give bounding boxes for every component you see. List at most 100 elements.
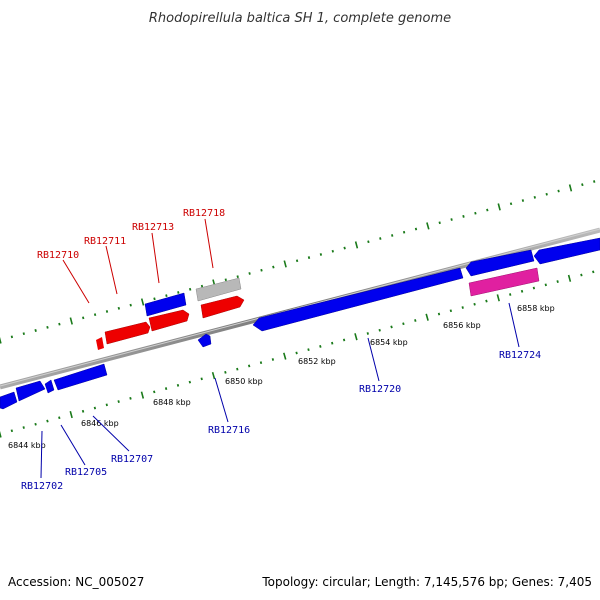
forward-track-minor-tick <box>343 246 346 250</box>
gene-label-rb12711[interactable]: RB12711 <box>84 236 126 247</box>
scale-track-major-tick <box>283 352 287 360</box>
scale-track-minor-tick <box>580 273 583 277</box>
gene-label-rb12716[interactable]: RB12716 <box>208 425 250 436</box>
gene-arrow-rb12716[interactable] <box>197 333 212 348</box>
gene-arrow-rb12718[interactable] <box>200 295 245 319</box>
reverse-callouts: RB12702 RB12705 RB12707 RB12716 RB12720 … <box>21 302 541 492</box>
callout-line-rb12705 <box>60 424 86 466</box>
forward-track-minor-tick <box>165 294 168 298</box>
forward-track-minor-tick <box>474 211 477 215</box>
gene-arrow-rb12702[interactable] <box>15 380 46 402</box>
callout-line-rb12710 <box>62 259 90 304</box>
gene-label-rb12702[interactable]: RB12702 <box>21 481 63 492</box>
gene-label-rb12720[interactable]: RB12720 <box>359 384 401 395</box>
tick-label-6848: 6848 kbp <box>153 398 191 407</box>
forward-track-minor-tick <box>272 265 275 269</box>
forward-track-minor-tick <box>188 287 192 291</box>
scale-track-major-tick <box>0 430 2 438</box>
callout-line-rb12724 <box>508 302 520 348</box>
scale-track-minor-tick <box>449 309 453 313</box>
gene-label-rb12724[interactable]: RB12724 <box>499 350 541 361</box>
gene-label-rb12718[interactable]: RB12718 <box>183 208 225 219</box>
gene-arrow-rb12710[interactable] <box>96 337 104 350</box>
forward-track-minor-tick <box>236 275 239 279</box>
forward-track-major-tick <box>568 184 573 192</box>
gene-arrow-rb12720[interactable] <box>252 267 464 332</box>
forward-track-minor-tick <box>486 208 489 212</box>
gene-block-rb12718-gray[interactable] <box>195 277 242 302</box>
forward-track-major-tick <box>497 203 501 211</box>
scale-track-minor-tick <box>485 299 488 303</box>
gene-arrow-rb12705[interactable] <box>44 379 55 394</box>
scale-track-major-tick <box>211 371 216 380</box>
forward-track-minor-tick <box>248 272 251 275</box>
gene-arrow-rb12707[interactable] <box>53 363 108 391</box>
scale-track-major-tick <box>567 274 572 282</box>
tick-label-6844: 6844 kbp <box>8 441 46 450</box>
scale-track-minor-tick <box>473 302 476 306</box>
scale-track-minor-tick <box>319 345 322 348</box>
tick-label-6856: 6856 kbp <box>443 321 481 330</box>
forward-track-major-tick <box>283 260 287 268</box>
scale-track-minor-tick <box>153 390 156 394</box>
gene-block-rb12724[interactable] <box>468 267 540 297</box>
forward-track-minor-tick <box>46 325 49 329</box>
callout-line-rb12702 <box>40 430 43 479</box>
forward-callouts: RB12710 RB12711 RB12713 RB12718 <box>37 208 225 304</box>
scale-track-minor-tick <box>520 289 524 293</box>
scale-tick-track <box>0 270 595 438</box>
scale-track-minor-tick <box>247 364 251 368</box>
scale-track-minor-tick <box>307 348 310 352</box>
scale-track-minor-tick <box>93 406 97 410</box>
gene-label-rb12710[interactable]: RB12710 <box>37 250 79 261</box>
scale-labels: 6844 kbp 6846 kbp 6848 kbp 6850 kbp 6852… <box>8 304 555 450</box>
scale-track-minor-tick <box>236 367 239 371</box>
scale-track-minor-tick <box>81 409 85 413</box>
forward-track-minor-tick <box>10 335 14 339</box>
scale-track-minor-tick <box>259 361 263 365</box>
scale-track-minor-tick <box>378 328 381 332</box>
forward-track-minor-tick <box>581 183 584 187</box>
scale-track-minor-tick <box>414 319 417 322</box>
scale-track-minor-tick <box>10 429 14 433</box>
callout-line-rb12707 <box>92 415 130 452</box>
forward-track-minor-tick <box>509 202 513 206</box>
callout-line-rb12718 <box>204 218 214 269</box>
callout-line-rb12713 <box>151 232 160 284</box>
scale-track-minor-tick <box>58 416 61 420</box>
tick-label-6846: 6846 kbp <box>81 419 119 428</box>
gene-label-rb12713[interactable]: RB12713 <box>132 222 174 233</box>
forward-track-minor-tick <box>545 192 548 196</box>
forward-track-minor-tick <box>557 189 560 193</box>
forward-track-minor-tick <box>22 332 25 336</box>
gene-label-rb12707[interactable]: RB12707 <box>111 454 153 465</box>
gene-label-rb12705[interactable]: RB12705 <box>65 467 107 478</box>
scale-track-minor-tick <box>129 396 132 400</box>
forward-track-minor-tick <box>533 195 536 199</box>
gene-arrow-rb12711[interactable] <box>104 321 151 345</box>
forward-track-minor-tick <box>105 310 109 313</box>
gene-arrow-right-edge[interactable] <box>533 237 600 265</box>
forward-track-minor-tick <box>319 253 323 256</box>
gene-arrow-left-edge[interactable] <box>0 391 18 410</box>
forward-track-minor-tick <box>331 249 334 253</box>
gene-arrow-rb12713-red[interactable] <box>148 309 190 332</box>
scale-track-major-tick <box>496 294 500 302</box>
scale-track-major-tick <box>425 313 429 321</box>
scale-track-minor-tick <box>390 325 393 329</box>
callout-line-rb12711 <box>105 245 118 295</box>
forward-track-minor-tick <box>34 329 37 332</box>
forward-track-major-tick <box>140 298 145 306</box>
scale-track-minor-tick <box>224 370 227 374</box>
scale-track-major-tick <box>354 333 358 341</box>
forward-strand-tick-track <box>0 180 596 344</box>
gene-arrow-rb12724-blue[interactable] <box>465 249 535 277</box>
scale-track-minor-tick <box>461 306 464 309</box>
scale-track-minor-tick <box>544 283 547 287</box>
forward-track-minor-tick <box>367 240 370 244</box>
scale-track-minor-tick <box>164 387 168 391</box>
gene-block-rb12713[interactable] <box>144 292 187 317</box>
scale-track-minor-tick <box>176 383 180 387</box>
scale-track-major-tick <box>140 391 145 399</box>
scale-track-minor-tick <box>200 377 203 381</box>
